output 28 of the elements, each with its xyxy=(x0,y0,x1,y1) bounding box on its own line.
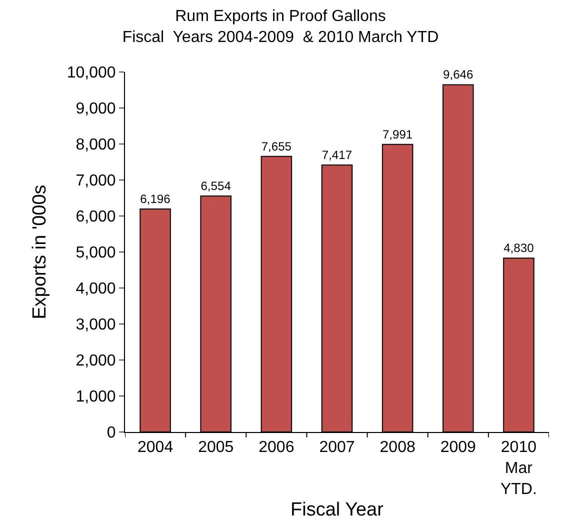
y-tick-label: 9,000 xyxy=(76,100,116,118)
data-label: 7,991 xyxy=(382,127,413,142)
data-label: 7,417 xyxy=(322,148,352,162)
y-tick-label: 7,000 xyxy=(76,172,116,190)
x-tick-label: 2009 xyxy=(440,439,476,456)
y-tick-label: 8,000 xyxy=(76,136,116,154)
data-label: 4,830 xyxy=(504,241,534,256)
y-tick-label: 1,000 xyxy=(76,388,116,406)
y-tick-label: 5,000 xyxy=(76,244,116,262)
x-axis-title: Fiscal Year xyxy=(290,500,384,521)
data-label: 9,646 xyxy=(443,68,474,82)
y-axis-title: Exports in '000s xyxy=(30,184,51,320)
y-tick-label: 10,000 xyxy=(66,64,116,82)
y-tick-label: 0 xyxy=(106,424,116,442)
chart-title: Rum Exports in Proof Gallons Fiscal Years 2004-2009 & 2010 March YTD xyxy=(122,8,439,46)
data-label: 6,196 xyxy=(140,192,171,206)
y-tick-label: 6,000 xyxy=(76,208,116,226)
x-tick-label: 2007 xyxy=(319,439,355,456)
x-tick-label: 2005 xyxy=(198,439,234,456)
y-tick-label: 2,000 xyxy=(76,352,116,370)
data-label: 7,655 xyxy=(261,139,292,154)
x-tick-label: 2006 xyxy=(258,439,294,456)
x-tick-label: 2010 Mar YTD. xyxy=(500,439,537,498)
data-label: 6,554 xyxy=(200,179,232,194)
x-tick-label: 2004 xyxy=(137,439,174,456)
y-tick-label: 4,000 xyxy=(76,280,116,298)
x-tick-label: 2008 xyxy=(380,439,416,456)
y-tick-label: 3,000 xyxy=(76,316,116,334)
